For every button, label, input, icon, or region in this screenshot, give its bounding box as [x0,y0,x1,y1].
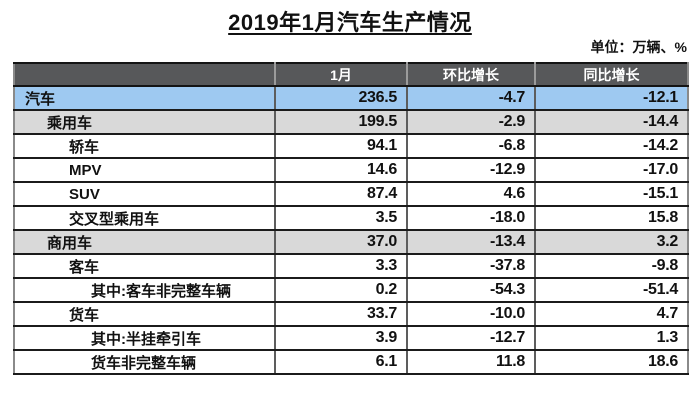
table-row: 轿车 94.1 -6.8 -14.2 [14,134,688,159]
header-cell-2: 环比增长 [406,63,535,87]
table-row: 汽车 236.5 -4.7 -12.1 [14,86,688,111]
value-cell: 37.0 [274,230,407,255]
row-label: 轿车 [14,134,275,159]
row-label: 货车 [14,302,275,327]
table-body: 汽车 236.5 -4.7 -12.1 乘用车 199.5 -2.9 -14.4 轿车 94.1-… [14,86,688,375]
row-label: 货车非完整车辆 [14,350,275,375]
value-cell: -9.8 [534,254,688,279]
value-cell: 33.7 [274,302,407,327]
header-cell-1: 1月 [274,63,407,87]
table-row: 其中:客车非完整车辆 0.2 -54.3 -51.4 [14,278,688,303]
value-cell: 199.5 [274,110,407,135]
value-cell: -4.7 [406,86,535,111]
value-cell: 18.6 [534,350,688,375]
table-row: SUV 87.4 4.6 -15.1 [14,182,688,207]
row-label: 乘用车 [14,110,275,135]
value-cell: 1.3 [534,326,688,351]
value-cell: -12.9 [406,158,535,183]
page-title: 2019年1月汽车生产情况 [228,10,472,35]
value-cell: 3.9 [274,326,407,351]
value-cell: -13.4 [406,230,535,255]
value-cell: -2.9 [406,110,535,135]
value-cell: 4.6 [406,182,535,207]
table-header: 1月 环比增长 同比增长 [14,63,688,87]
table-row: 客车 3.3 -37.8 -9.8 [14,254,688,279]
production-table: 1月 环比增长 同比增长 汽车 236.5 -4.7 -12.1 乘用车 199.5 -2.9-… [13,62,689,375]
value-cell: -51.4 [534,278,688,303]
table-row: 乘用车 199.5 -2.9 -14.4 [14,110,688,135]
value-cell: -12.1 [534,86,688,111]
value-cell: 0.2 [274,278,407,303]
table-row: 货车非完整车辆 6.1 11.8 18.6 [14,350,688,375]
value-cell: -14.4 [534,110,688,135]
row-label: MPV [14,158,275,183]
row-label: 汽车 [14,86,275,111]
value-cell: 3.5 [274,206,407,231]
value-cell: -37.8 [406,254,535,279]
value-cell: 11.8 [406,350,535,375]
value-cell: 236.5 [274,86,407,111]
value-cell: 6.1 [274,350,407,375]
value-cell: -15.1 [534,182,688,207]
value-cell: 87.4 [274,182,407,207]
value-cell: -14.2 [534,134,688,159]
value-cell: -17.0 [534,158,688,183]
value-cell: 94.1 [274,134,407,159]
unit-label: 单位：万辆、% [590,39,687,55]
row-label: 商用车 [14,230,275,255]
row-label: 交叉型乘用车 [14,206,275,231]
value-cell: -10.0 [406,302,535,327]
header-row: 1月 环比增长 同比增长 [14,63,688,87]
row-label: SUV [14,182,275,207]
table-row: 其中:半挂牵引车 3.9 -12.7 1.3 [14,326,688,351]
value-cell: 14.6 [274,158,407,183]
row-label: 其中:客车非完整车辆 [14,278,275,303]
value-cell: 15.8 [534,206,688,231]
value-cell: -18.0 [406,206,535,231]
value-cell: -54.3 [406,278,535,303]
value-cell: -6.8 [406,134,535,159]
value-cell: 4.7 [534,302,688,327]
table-row: 交叉型乘用车 3.5 -18.0 15.8 [14,206,688,231]
value-cell: 3.2 [534,230,688,255]
value-cell: -12.7 [406,326,535,351]
value-cell: 3.3 [274,254,407,279]
row-label: 客车 [14,254,275,279]
row-label: 其中:半挂牵引车 [14,326,275,351]
table-row: 商用车 37.0 -13.4 3.2 [14,230,688,255]
table-row: MPV 14.6 -12.9 -17.0 [14,158,688,183]
table-row: 货车 33.7 -10.0 4.7 [14,302,688,327]
header-cell-3: 同比增长 [534,63,688,87]
header-cell-0 [14,63,275,87]
